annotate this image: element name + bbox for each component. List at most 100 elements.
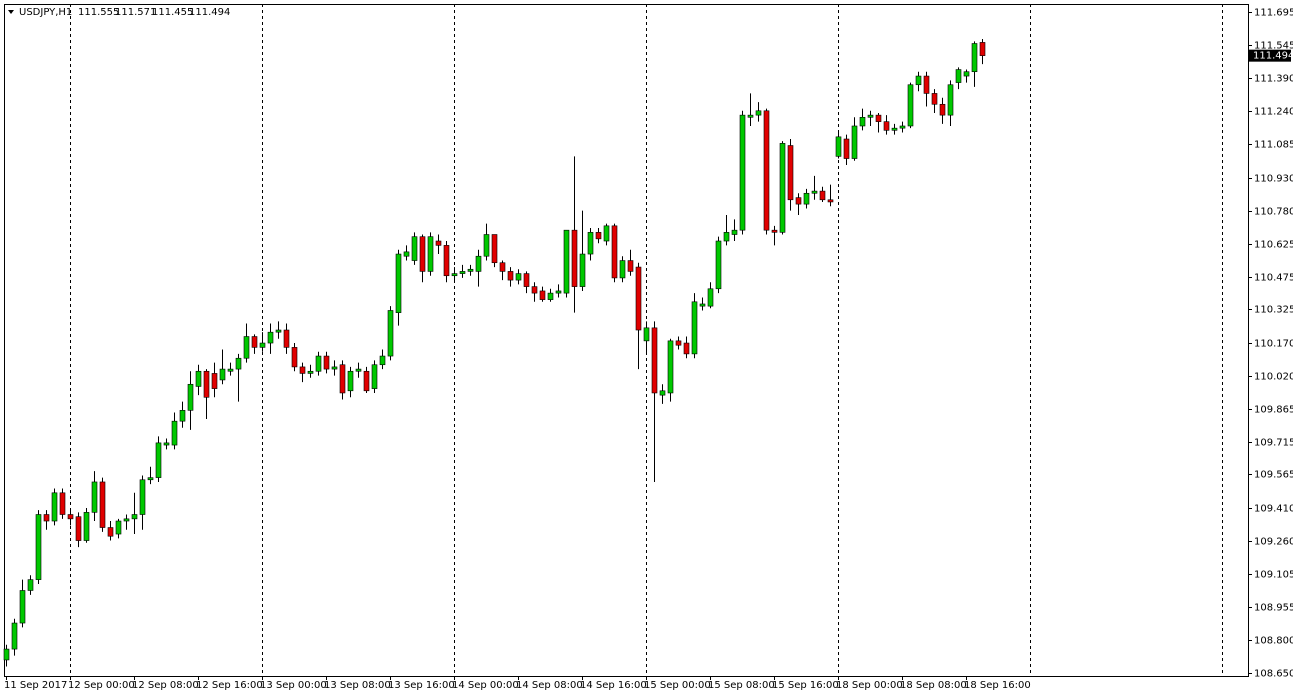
candle-body (787, 145, 794, 201)
candle-body (339, 364, 346, 394)
candle-body (859, 117, 866, 127)
candle-body (843, 138, 850, 159)
candle-body (867, 114, 874, 118)
candle-body (907, 84, 914, 127)
candle-body (315, 355, 322, 372)
price-marker-label: 111.494 (1253, 51, 1293, 62)
header-close: 111.494 (189, 7, 230, 18)
y-tick-label: 108.650 (1254, 669, 1293, 680)
candle-body (139, 479, 146, 515)
y-tick-label: 110.170 (1254, 339, 1293, 350)
candle-body (259, 342, 266, 348)
candle-body (307, 370, 314, 374)
candle-body (539, 290, 546, 300)
candle-body (675, 340, 682, 346)
candle-body (795, 197, 802, 205)
candle-body (491, 234, 498, 264)
candle-body (483, 234, 490, 257)
candle-body (283, 329, 290, 348)
candle-body (899, 125, 906, 129)
y-tick-label: 109.410 (1254, 504, 1293, 515)
candle-body (251, 336, 258, 348)
candle-body (27, 579, 34, 591)
candle-body (643, 327, 650, 342)
candle-body (619, 260, 626, 279)
y-tick-label: 109.260 (1254, 537, 1293, 548)
x-tick-label: 18 Sep 16:00 (964, 680, 1031, 691)
candle-body (563, 229, 570, 294)
candle-body (323, 355, 330, 370)
candle-body (267, 331, 274, 344)
candle-body (299, 366, 306, 374)
chart-symbol: USDJPY,H1 (19, 7, 72, 18)
candle-body (59, 492, 66, 515)
candle-body (467, 268, 474, 272)
candle-body (587, 232, 594, 255)
y-tick-label: 109.565 (1254, 470, 1293, 481)
candle-body (811, 190, 818, 194)
candle-body (971, 43, 978, 73)
candle-body (3, 648, 10, 661)
candle-body (915, 75, 922, 86)
candle-body (715, 240, 722, 290)
y-tick-label: 111.545 (1254, 41, 1293, 52)
x-tick-label: 14 Sep 00:00 (452, 680, 519, 691)
candle-body (243, 336, 250, 359)
x-tick-label: 11 Sep 2017 (4, 680, 67, 691)
candle-body (387, 310, 394, 357)
candle-body (755, 110, 762, 116)
x-tick-label: 14 Sep 16:00 (580, 680, 647, 691)
candle-body (699, 303, 706, 307)
menu-triangle[interactable] (8, 10, 14, 14)
candle-body (19, 590, 26, 624)
candle-body (187, 383, 194, 411)
candle-body (75, 516, 82, 541)
candle-body (363, 370, 370, 392)
y-tick-label: 111.695 (1254, 8, 1293, 19)
candle-body (427, 236, 434, 272)
y-tick-label: 111.390 (1254, 74, 1293, 85)
candle-body (347, 370, 354, 392)
candle-body (291, 347, 298, 368)
candle-body (747, 114, 754, 118)
y-tick-label: 111.085 (1254, 140, 1293, 151)
x-tick-label: 13 Sep 00:00 (260, 680, 327, 691)
x-tick-label: 15 Sep 16:00 (772, 680, 839, 691)
candle-body (523, 273, 530, 287)
candle-body (395, 253, 402, 313)
candle-body (627, 260, 634, 272)
candle-body (107, 527, 114, 537)
candle-body (211, 373, 218, 389)
y-tick-label: 109.715 (1254, 438, 1293, 449)
candle-body (931, 93, 938, 105)
candle-body (819, 190, 826, 201)
candle-body (603, 225, 610, 242)
x-tick-label: 15 Sep 00:00 (644, 680, 711, 691)
candle-body (779, 143, 786, 233)
price-marker-box (1249, 49, 1291, 62)
candle-body (475, 255, 482, 272)
candle-body (411, 236, 418, 261)
x-tick-label: 15 Sep 08:00 (708, 680, 775, 691)
header-open: 111.555 (78, 7, 119, 18)
candle-body (451, 273, 458, 277)
candle-body (923, 75, 930, 94)
candle-body (459, 271, 466, 274)
candle-body (123, 518, 130, 522)
x-tick-label: 14 Sep 08:00 (516, 680, 583, 691)
candle-body (219, 368, 226, 381)
y-tick-label: 110.325 (1254, 305, 1293, 316)
candle-body (835, 136, 842, 157)
candle-body (635, 266, 642, 331)
candle-body (131, 514, 138, 520)
candle-body (171, 420, 178, 446)
candle-body (435, 240, 442, 246)
candle-body (771, 229, 778, 233)
y-tick-label: 108.800 (1254, 636, 1293, 647)
candle-body (155, 442, 162, 478)
y-tick-label: 109.865 (1254, 405, 1293, 416)
candle-body (651, 327, 658, 394)
candle-body (979, 42, 986, 56)
candle-body (691, 301, 698, 355)
